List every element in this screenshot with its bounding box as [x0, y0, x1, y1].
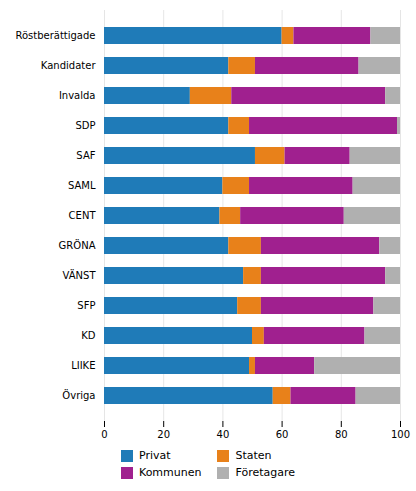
svg-text:Övriga: Övriga: [62, 389, 95, 401]
svg-text:100: 100: [391, 429, 410, 440]
svg-text:SDP: SDP: [75, 120, 95, 131]
svg-text:SAF: SAF: [76, 150, 95, 161]
svg-text:LIIKE: LIIKE: [71, 360, 95, 371]
html-text:Kommunen: Kommunen: [139, 466, 202, 479]
svg-text:CENT: CENT: [69, 210, 97, 221]
svg-text:SAML: SAML: [68, 180, 96, 191]
html-text:Staten: Staten: [235, 449, 272, 462]
svg-text:20: 20: [157, 429, 170, 440]
svg-text:Röstberättigade: Röstberättigade: [15, 30, 95, 41]
svg-text:40: 40: [217, 429, 230, 440]
svg-text:VÄNST: VÄNST: [63, 269, 97, 281]
html-text:Privat: Privat: [139, 449, 171, 462]
svg-text:SFP: SFP: [77, 300, 95, 311]
svg-text:60: 60: [276, 429, 289, 440]
html-text:Företagare: Företagare: [235, 466, 295, 479]
svg-text:80: 80: [335, 429, 348, 440]
svg-text:Kandidater: Kandidater: [41, 60, 97, 71]
svg-text:Invalda: Invalda: [59, 90, 96, 101]
svg-text:GRÖNA: GRÖNA: [59, 239, 96, 251]
svg-text:KD: KD: [81, 330, 96, 341]
svg-text:0: 0: [101, 429, 107, 440]
